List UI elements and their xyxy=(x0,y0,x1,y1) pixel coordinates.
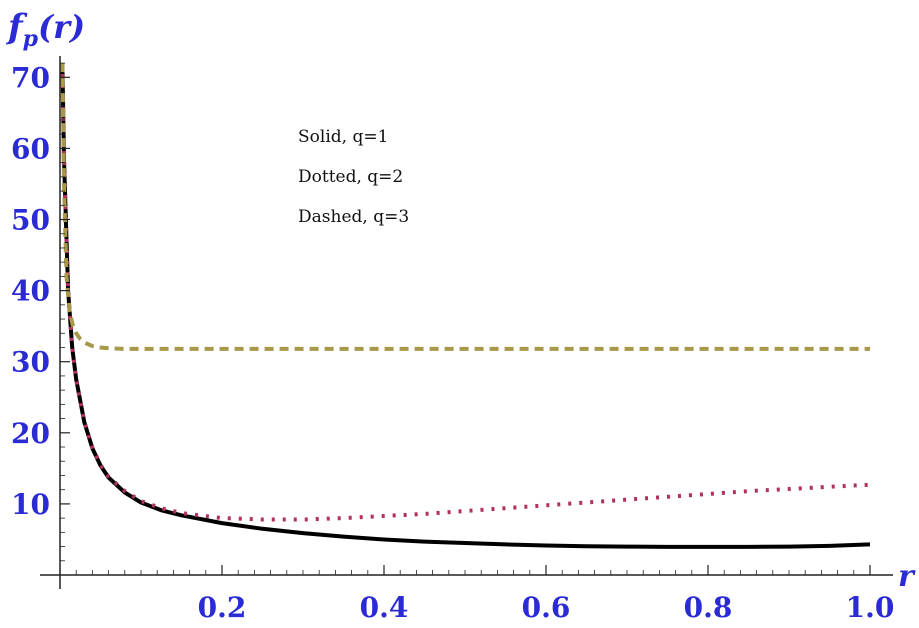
x-tick-label: 0.4 xyxy=(360,591,409,624)
y-tick-label: 30 xyxy=(11,346,50,379)
series-layer xyxy=(60,63,871,549)
y-tick-label: 10 xyxy=(11,488,50,521)
x-tick-label: 0.8 xyxy=(684,591,733,624)
y-axis-title: fp(r) xyxy=(6,7,85,52)
y-tick-label: 20 xyxy=(11,417,50,450)
x-tick-label: 0.6 xyxy=(522,591,571,624)
axes-layer xyxy=(40,56,893,589)
legend: Solid, q=1 Dotted, q=2 Dashed, q=3 xyxy=(298,127,409,227)
legend-entry-dashed: Dashed, q=3 xyxy=(298,207,409,227)
y-axis-title-arg: (r) xyxy=(38,8,85,46)
series-line-dashed xyxy=(60,63,870,351)
y-axis-title-base: f xyxy=(6,7,28,47)
legend-entry-solid: Solid, q=1 xyxy=(298,127,388,147)
x-tick-label: 0.2 xyxy=(198,591,247,624)
series-line-dotted xyxy=(60,63,871,522)
ticks-layer: 0.2 0.4 0.6 0.8 1.0 10 20 30 40 50 60 70 xyxy=(11,61,894,624)
series-line-solid xyxy=(60,63,871,549)
legend-entry-dotted: Dotted, q=2 xyxy=(298,167,403,187)
y-tick-label: 50 xyxy=(11,204,50,237)
y-tick-label: 60 xyxy=(11,132,50,165)
x-axis-title: r xyxy=(898,559,916,594)
y-axis-title-sub: p xyxy=(23,26,39,52)
y-tick-label: 70 xyxy=(11,61,50,94)
y-tick-label: 40 xyxy=(11,275,50,308)
x-tick-label: 1.0 xyxy=(846,591,895,624)
